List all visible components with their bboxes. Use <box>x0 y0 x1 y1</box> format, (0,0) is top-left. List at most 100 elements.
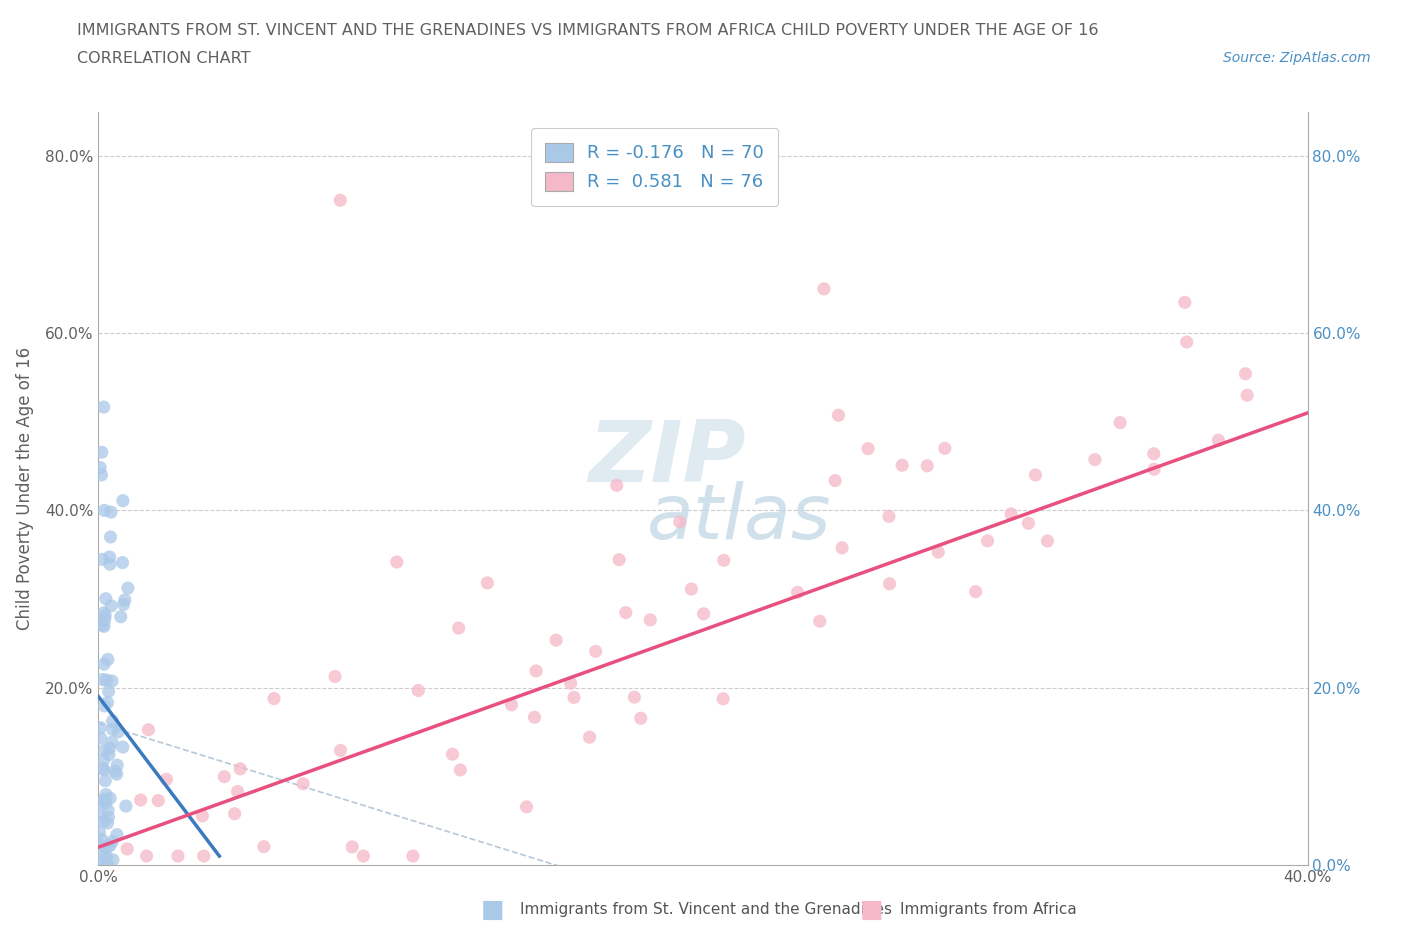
Point <box>93 613 115 628</box>
Text: atlas: atlas <box>647 482 831 555</box>
Y-axis label: Child Poverty Under the Age of 16: Child Poverty Under the Age of 16 <box>15 347 34 630</box>
Point <box>879 577 901 591</box>
Point <box>578 730 600 745</box>
Point <box>292 777 315 791</box>
Point <box>1208 432 1230 447</box>
Point <box>91 848 114 863</box>
Point <box>562 690 585 705</box>
Point <box>94 608 117 623</box>
Point <box>89 796 111 811</box>
Point <box>93 698 115 713</box>
Point <box>129 792 152 807</box>
Point <box>94 787 117 802</box>
Point <box>101 713 124 728</box>
Point <box>668 514 690 529</box>
Point <box>105 758 128 773</box>
Point <box>976 534 998 549</box>
Point <box>193 848 215 863</box>
Point <box>91 761 114 776</box>
Point <box>167 848 190 863</box>
Point <box>97 747 120 762</box>
Point <box>91 672 114 687</box>
Point <box>107 724 129 739</box>
Text: ■: ■ <box>481 897 503 922</box>
Point <box>477 576 499 591</box>
Point <box>89 720 111 735</box>
Point <box>927 545 949 560</box>
Point <box>89 825 111 840</box>
Point <box>638 613 661 628</box>
Point <box>93 503 115 518</box>
Point <box>94 774 117 789</box>
Text: CORRELATION CHART: CORRELATION CHART <box>77 51 250 66</box>
Point <box>105 766 128 781</box>
Point <box>115 842 138 857</box>
Point <box>877 509 900 524</box>
Point <box>112 597 135 612</box>
Point <box>1000 507 1022 522</box>
Point <box>93 619 115 634</box>
Point <box>1109 415 1132 430</box>
Point <box>97 803 120 817</box>
Point <box>101 735 124 750</box>
Point <box>96 816 118 830</box>
Point <box>101 673 124 688</box>
Point <box>94 795 117 810</box>
Point <box>385 554 408 569</box>
Point <box>93 763 115 777</box>
Point <box>623 690 645 705</box>
Point <box>253 839 276 854</box>
Point <box>101 834 124 849</box>
Point <box>824 473 846 488</box>
Point <box>94 791 117 806</box>
Point <box>90 831 112 846</box>
Point <box>614 605 637 620</box>
Point <box>105 827 128 842</box>
Point <box>402 848 425 863</box>
Point <box>1084 452 1107 467</box>
Point <box>111 739 134 754</box>
Point <box>87 856 110 870</box>
Point <box>115 799 138 814</box>
Point <box>329 743 352 758</box>
Point <box>93 752 115 767</box>
Point <box>630 711 652 725</box>
Point <box>90 731 112 746</box>
Point <box>104 764 127 779</box>
Point <box>98 740 121 755</box>
Point <box>524 663 547 678</box>
Point <box>100 505 122 520</box>
Point <box>148 793 170 808</box>
Point <box>155 772 177 787</box>
Point <box>607 552 630 567</box>
Point <box>449 763 471 777</box>
Text: ZIP: ZIP <box>588 417 745 499</box>
Point <box>98 557 121 572</box>
Point <box>89 460 111 475</box>
Point <box>263 691 285 706</box>
Point <box>111 493 134 508</box>
Point <box>447 620 470 635</box>
Point <box>226 784 249 799</box>
Point <box>827 408 849 423</box>
Point <box>101 853 124 868</box>
Point <box>1175 335 1198 350</box>
Point <box>585 644 607 658</box>
Point <box>711 691 734 706</box>
Point <box>93 400 115 415</box>
Point <box>1143 462 1166 477</box>
Point <box>515 800 537 815</box>
Point <box>96 856 118 870</box>
Point <box>96 695 118 710</box>
Point <box>135 848 157 863</box>
Point <box>808 614 831 629</box>
Point <box>813 282 835 297</box>
Text: Immigrants from St. Vincent and the Grenadines: Immigrants from St. Vincent and the Gren… <box>520 902 893 917</box>
Point <box>713 553 735 568</box>
Point <box>1143 446 1166 461</box>
Point <box>97 652 120 667</box>
Point <box>501 698 523 712</box>
Point <box>90 468 112 483</box>
Point <box>90 445 112 459</box>
Point <box>1036 534 1059 549</box>
